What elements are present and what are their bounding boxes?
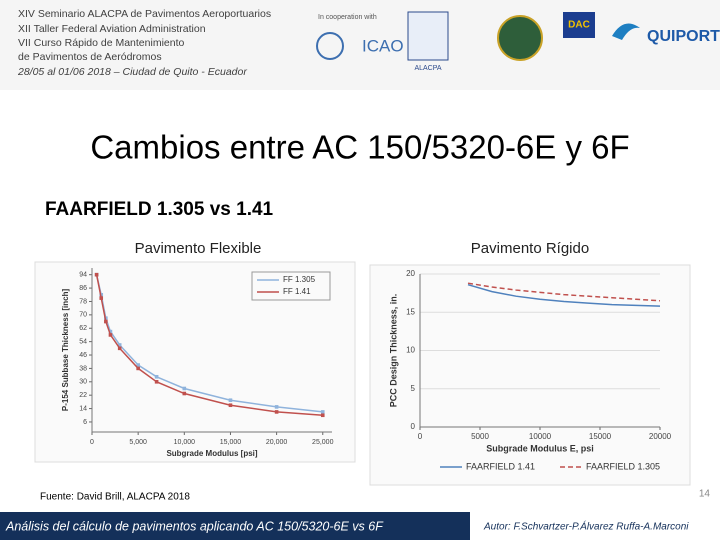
data-marker bbox=[94, 272, 99, 277]
dac-emblem bbox=[563, 12, 595, 38]
slide-title: Cambios entre AC 150/5320-6E y 6F bbox=[90, 129, 629, 166]
x-tick-label: 25,000 bbox=[312, 439, 334, 446]
subtitle: FAARFIELD 1.305 vs 1.41 bbox=[45, 199, 274, 220]
data-marker bbox=[274, 410, 279, 414]
logo-text: DAC bbox=[568, 20, 590, 31]
cooperation-text: In cooperation with bbox=[318, 14, 377, 21]
y-axis-label: P-154 Subbase Thickness [inch] bbox=[61, 289, 70, 412]
header-band bbox=[0, 0, 720, 90]
source-note: Fuente: David Brill, ALACPA 2018 bbox=[40, 492, 190, 503]
header-line: VII Curso Rápido de Mantenimiento bbox=[18, 37, 184, 49]
data-marker bbox=[108, 333, 113, 337]
y-tick-label: 38 bbox=[79, 365, 87, 372]
footer-left: Análisis del cálculo de pavimentos aplic… bbox=[5, 519, 384, 533]
y-tick-label: 0 bbox=[411, 422, 416, 431]
y-tick-label: 22 bbox=[79, 392, 87, 399]
data-marker bbox=[228, 398, 233, 403]
legend-label: FF 1.305 bbox=[283, 275, 316, 284]
alacpa-emblem bbox=[407, 11, 449, 61]
legend-label: FAARFIELD 1.305 bbox=[586, 461, 660, 471]
page-number: 14 bbox=[699, 489, 711, 500]
y-tick-label: 6 bbox=[83, 419, 87, 426]
data-marker bbox=[117, 346, 122, 351]
x-axis-label: Subgrade Modulus [psi] bbox=[166, 449, 257, 458]
data-line bbox=[467, 282, 661, 302]
x-tick-label: 10,000 bbox=[174, 439, 196, 446]
y-tick-label: 20 bbox=[406, 269, 415, 278]
data-marker bbox=[108, 329, 113, 334]
header-line: XIV Seminario ALACPA de Pavimentos Aerop… bbox=[18, 8, 271, 20]
y-tick-label: 46 bbox=[79, 352, 87, 359]
logo-text: ICAO bbox=[362, 36, 404, 55]
x-tick-label: 5000 bbox=[471, 432, 489, 441]
x-tick-label: 5,000 bbox=[129, 439, 147, 446]
y-tick-label: 10 bbox=[406, 346, 415, 355]
y-tick-label: 86 bbox=[79, 285, 87, 292]
chart-frame bbox=[369, 264, 691, 486]
x-tick-label: 20000 bbox=[649, 432, 672, 441]
logo-text: QUIPORT bbox=[647, 28, 720, 45]
y-tick-label: 14 bbox=[79, 405, 87, 412]
y-tick-label: 78 bbox=[79, 298, 87, 305]
footer-bar bbox=[0, 512, 470, 540]
y-tick-label: 54 bbox=[79, 338, 87, 345]
x-tick-label: 0 bbox=[418, 432, 423, 441]
data-marker bbox=[320, 410, 325, 414]
x-tick-label: 15,000 bbox=[220, 439, 242, 446]
y-tick-label: 5 bbox=[411, 384, 416, 393]
data-marker bbox=[136, 363, 140, 367]
data-marker bbox=[117, 343, 122, 347]
data-line bbox=[467, 283, 661, 307]
quiport-emblem bbox=[612, 23, 640, 40]
data-marker bbox=[154, 379, 159, 384]
chart-title: Pavimento Rígido bbox=[471, 240, 589, 257]
y-tick-label: 62 bbox=[79, 325, 87, 332]
y-tick-label: 30 bbox=[79, 379, 87, 386]
x-tick-label: 0 bbox=[90, 439, 94, 446]
x-tick-label: 10000 bbox=[529, 432, 552, 441]
seal-emblem bbox=[497, 15, 543, 61]
header-line: XII Taller Federal Aviation Administrati… bbox=[18, 23, 206, 35]
x-tick-label: 15000 bbox=[589, 432, 612, 441]
icao-emblem bbox=[316, 32, 344, 60]
x-tick-label: 20,000 bbox=[266, 439, 288, 446]
y-axis-label: PCC Design Thickness, in. bbox=[388, 294, 398, 408]
header-line: 28/05 al 01/06 2018 – Ciudad de Quito - … bbox=[17, 66, 247, 78]
header-line: de Pavimentos de Aeródromos bbox=[18, 51, 162, 63]
chart-frame bbox=[34, 261, 356, 463]
data-marker bbox=[99, 296, 104, 300]
data-marker bbox=[136, 366, 140, 371]
data-marker bbox=[182, 391, 187, 396]
legend-box bbox=[251, 271, 331, 301]
y-tick-label: 15 bbox=[406, 307, 415, 316]
logo-text: ALACPA bbox=[414, 65, 441, 72]
y-tick-label: 94 bbox=[79, 272, 87, 279]
data-marker bbox=[320, 413, 325, 418]
chart-title: Pavimento Flexible bbox=[135, 240, 262, 257]
data-marker bbox=[104, 319, 108, 324]
data-marker bbox=[274, 405, 279, 409]
data-marker bbox=[228, 403, 233, 408]
data-marker bbox=[182, 386, 187, 391]
data-marker bbox=[154, 374, 159, 379]
legend-label: FF 1.41 bbox=[283, 287, 311, 296]
y-tick-label: 70 bbox=[79, 312, 87, 319]
x-axis-label: Subgrade Modulus E, psi bbox=[486, 443, 594, 453]
legend-label: FAARFIELD 1.41 bbox=[466, 461, 535, 471]
footer-right: Autor: F.Schvartzer-P.Álvarez Ruffa-A.Ma… bbox=[483, 520, 689, 533]
